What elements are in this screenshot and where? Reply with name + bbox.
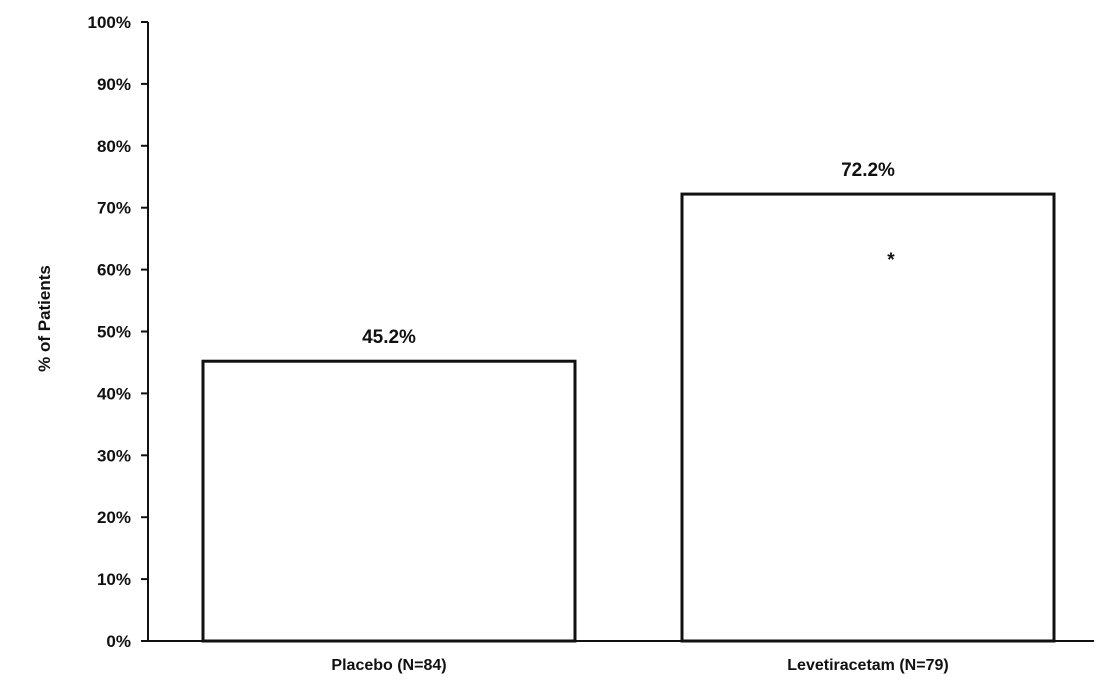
y-axis-title: % of Patients — [35, 265, 54, 372]
y-tick-label: 20% — [97, 508, 131, 527]
bar — [201, 359, 577, 643]
x-axis: Placebo (N=84) Levetiracetam (N=79) — [148, 640, 1094, 674]
significance-annotation: * — [887, 250, 895, 271]
x-category-label: Placebo (N=84) — [331, 657, 446, 674]
y-tick-label: 70% — [97, 199, 131, 218]
y-tick-label: 40% — [97, 384, 131, 403]
y-tick-label: 10% — [97, 570, 131, 589]
bar — [680, 192, 1056, 643]
x-category-label: Levetiracetam (N=79) — [787, 657, 948, 674]
bars: 45.2% 72.2% * — [201, 160, 1056, 643]
data-label: 45.2% — [362, 327, 416, 348]
y-tick-label: 100% — [88, 13, 131, 32]
y-tick-label: 0% — [106, 632, 131, 651]
y-tick-label: 30% — [97, 446, 131, 465]
data-label: 72.2% — [841, 160, 895, 181]
y-tick-label: 90% — [97, 75, 131, 94]
y-tick-label: 60% — [97, 261, 131, 280]
y-axis: 0% 10% 20% 30% 40% 50% 60% 70% 80% 90% 100% — [88, 13, 149, 651]
y-tick-label: 80% — [97, 137, 131, 156]
y-tick-label: 50% — [97, 323, 131, 342]
